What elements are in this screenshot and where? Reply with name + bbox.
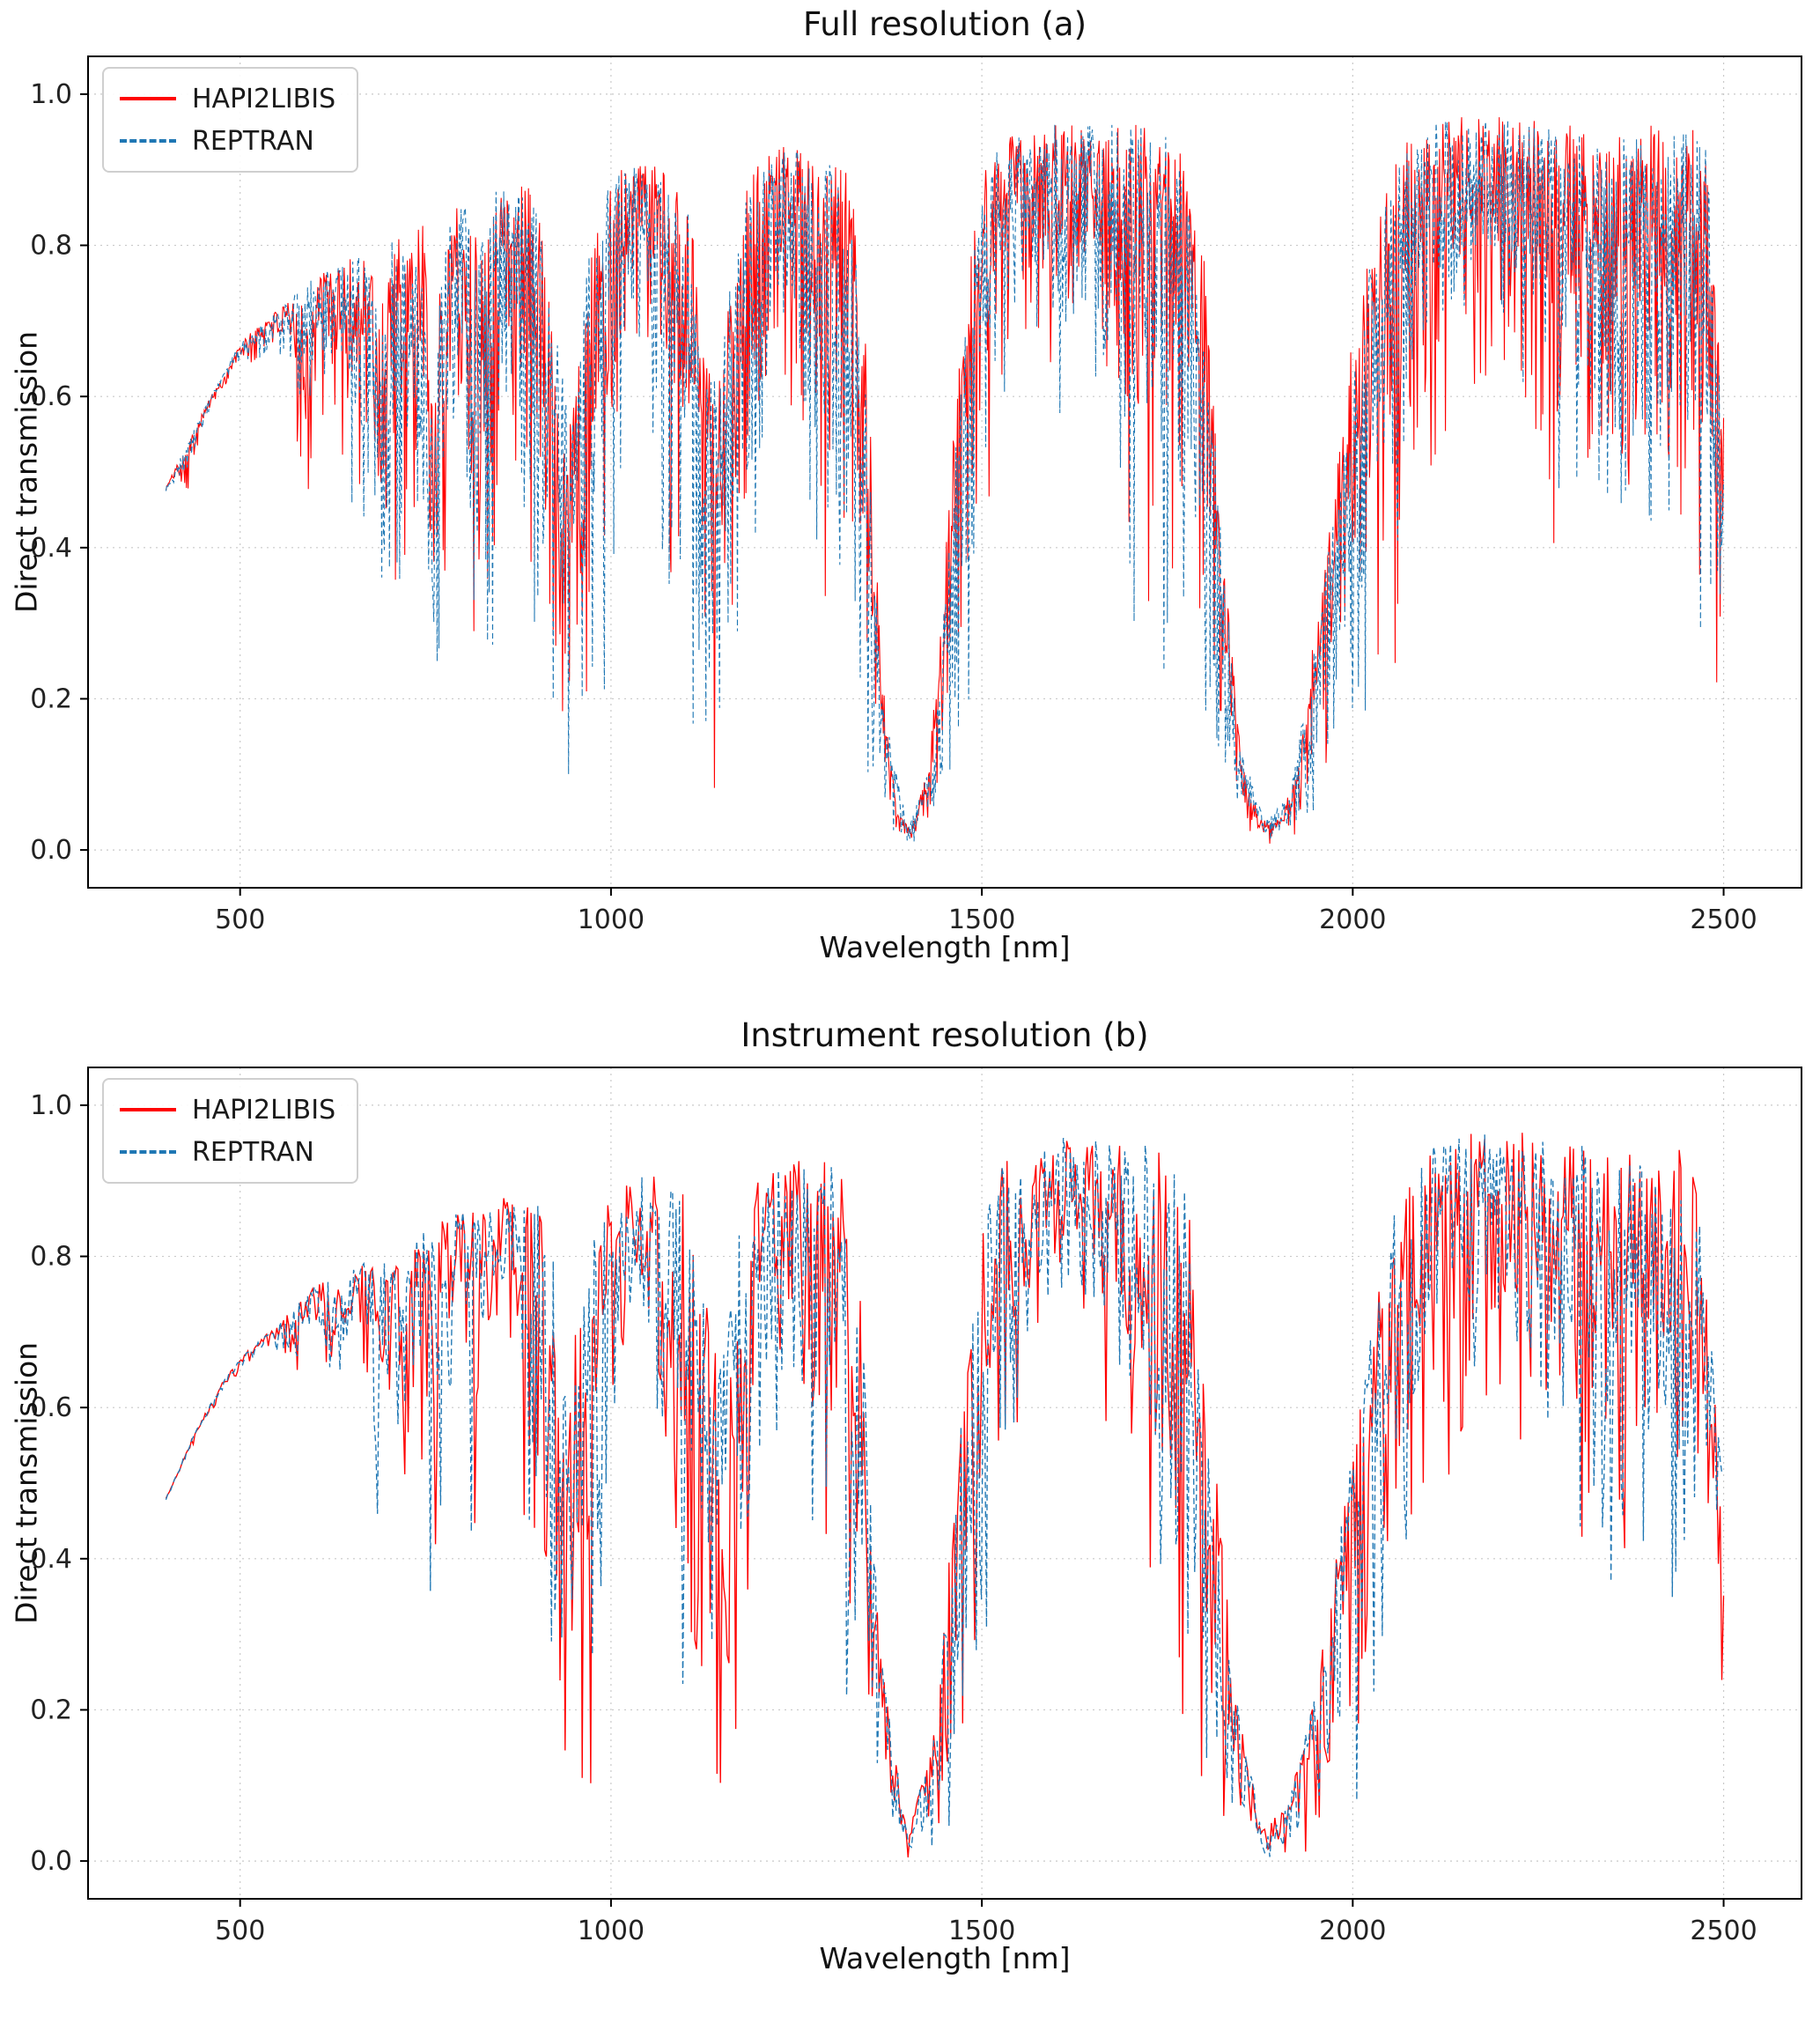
x-tick-label: 1000 xyxy=(578,904,645,935)
legend: HAPI2LIBIS REPTRAN xyxy=(102,67,359,173)
axes-frame xyxy=(87,55,1802,889)
legend-label: HAPI2LIBIS xyxy=(192,1094,336,1126)
legend-label: HAPI2LIBIS xyxy=(192,83,336,114)
tick-labels: 500 1000 1500 2000 2500 0.0 0.2 0.4 0.6 0.8 1.0 xyxy=(30,79,1757,935)
blue-dashed-line-sample xyxy=(120,139,176,143)
series-group xyxy=(165,117,1725,844)
legend-item-reptran: REPTRAN xyxy=(120,120,335,162)
plot-canvas-full-resolution: 500 1000 1500 2000 2500 0.0 0.2 0.4 0.6 0.8 1.0 xyxy=(30,55,1802,935)
axis-ticks xyxy=(80,92,1725,896)
y-tick-label: 0.8 xyxy=(30,231,72,262)
subplot-full-resolution: 500 1000 1500 2000 2500 0.0 0.2 0.4 0.6 0.8 1.0 Fu… xyxy=(0,0,1820,1011)
red-solid-line-sample xyxy=(120,97,176,100)
x-tick-label: 2500 xyxy=(1690,1916,1757,1946)
series-line-reptran xyxy=(165,1134,1724,1857)
plot-canvas-instrument-resolution: 500 1000 1500 2000 2500 0.0 0.2 0.4 0.6 0.8 1.0 xyxy=(30,1067,1802,1946)
series-line-hapi2libis xyxy=(165,1133,1725,1857)
y-tick-label: 0.6 xyxy=(30,381,72,412)
tick-labels: 500 1000 1500 2000 2500 0.0 0.2 0.4 0.6 0.8 1.0 xyxy=(30,1090,1757,1946)
y-tick-label: 0.0 xyxy=(30,1846,72,1877)
x-tick-label: 2000 xyxy=(1319,904,1386,935)
y-tick-label: 1.0 xyxy=(30,1090,72,1121)
red-solid-line-sample xyxy=(120,1108,176,1111)
series-group xyxy=(165,1133,1725,1857)
y-tick-label: 0.2 xyxy=(30,1694,72,1725)
y-tick-label: 0.6 xyxy=(30,1392,72,1423)
grid xyxy=(88,56,1802,888)
y-tick-label: 0.8 xyxy=(30,1242,72,1273)
x-tick-label: 500 xyxy=(215,904,265,935)
legend-label: REPTRAN xyxy=(192,125,314,157)
blue-dashed-line-sample xyxy=(120,1150,176,1154)
x-tick-label: 1500 xyxy=(948,1916,1015,1946)
x-axis-label: Wavelength [nm] xyxy=(819,930,1071,964)
axis-ticks xyxy=(80,1104,1725,1907)
x-tick-label: 500 xyxy=(215,1916,265,1946)
legend-label: REPTRAN xyxy=(192,1136,314,1168)
y-tick-label: 0.2 xyxy=(30,683,72,714)
y-axis-label: Direct transmission xyxy=(9,330,44,614)
x-tick-label: 1000 xyxy=(578,1916,645,1946)
y-tick-label: 0.0 xyxy=(30,835,72,866)
y-tick-label: 1.0 xyxy=(30,79,72,110)
legend-item-hapi2libis: HAPI2LIBIS xyxy=(120,78,335,120)
legend-item-reptran: REPTRAN xyxy=(120,1131,335,1173)
x-tick-label: 2000 xyxy=(1319,1916,1386,1946)
y-tick-label: 0.4 xyxy=(30,1544,72,1575)
subplot-instrument-resolution: 500 1000 1500 2000 2500 0.0 0.2 0.4 0.6 0.8 1.0 In… xyxy=(0,1011,1820,2023)
axes-frame xyxy=(87,1067,1802,1900)
x-axis-label: Wavelength [nm] xyxy=(819,1941,1071,1975)
legend-item-hapi2libis: HAPI2LIBIS xyxy=(120,1089,335,1131)
series-line-reptran xyxy=(165,120,1725,842)
y-tick-label: 0.4 xyxy=(30,533,72,564)
chart-title: Instrument resolution (b) xyxy=(741,1016,1149,1054)
x-tick-label: 2500 xyxy=(1690,904,1757,935)
x-tick-label: 1500 xyxy=(948,904,1015,935)
chart-title: Full resolution (a) xyxy=(802,5,1087,43)
legend: HAPI2LIBIS REPTRAN xyxy=(102,1078,359,1184)
y-axis-label: Direct transmission xyxy=(9,1341,44,1625)
